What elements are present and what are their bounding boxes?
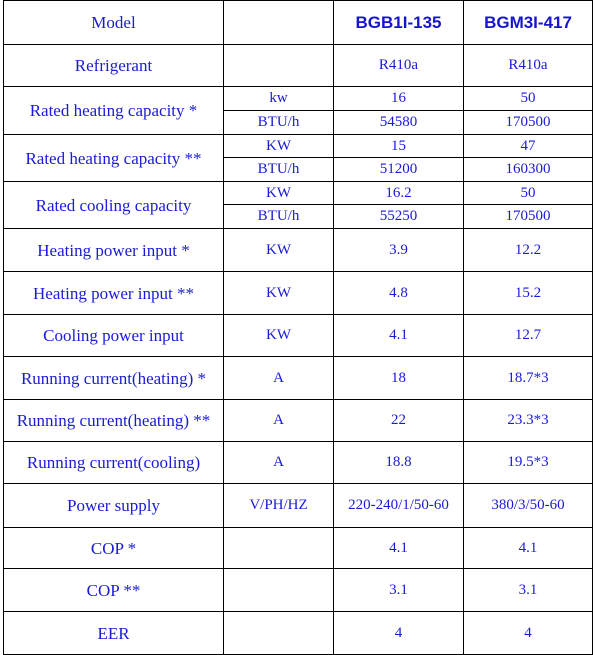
row-label-running-current-cooling: Running current(cooling) [3,441,224,484]
value-cell-model-2: 3.1 [463,568,593,612]
model-name-1: BGB1I-135 [333,0,464,45]
row-label-heating-power-input-star: Heating power input * [3,228,224,272]
value-cell-model-1: 22 [333,399,464,442]
model-header-label: Model [3,0,224,45]
spec-row-cop-star-star: COP ** 3.1 3.1 [3,568,593,612]
row-label-heating-power-input-star-star: Heating power input ** [3,271,224,315]
value-cell-model-1: 4 [333,611,464,655]
value-cell-model-2: 160300 [463,157,593,182]
value-cell-model-2: 380/3/50-60 [463,483,593,528]
spec-row-cooling-power-input: Cooling power input KW 4.1 12.7 [3,314,593,357]
row-label-running-current-heating-star: Running current(heating) * [3,356,224,400]
row-label-cooling-power-input: Cooling power input [3,314,224,357]
row-label-running-current-heating-star-star: Running current(heating) ** [3,399,224,442]
spec-row-refrigerant: Refrigerant R410a R410a [3,44,593,87]
row-label-eer: EER [3,611,224,655]
unit-cell: BTU/h [223,204,334,229]
value-cell-model-2: 19.5*3 [463,441,593,484]
spec-row-running-current-heating-star-star: Running current(heating) ** A 22 23.3*3 [3,399,593,442]
row-label-power-supply: Power supply [3,483,224,528]
value-cell-model-2: 170500 [463,204,593,229]
value-cell-model-2: 18.7*3 [463,356,593,400]
spec-row-heating-power-input-star: Heating power input * KW 3.9 12.2 [3,228,593,272]
value-cell-model-1: 4.1 [333,314,464,357]
value-cell-model-2: 12.7 [463,314,593,357]
value-cell-model-1: 54580 [333,110,464,135]
unit-cell: KW [223,134,334,158]
spec-row-running-current-heating-star: Running current(heating) * A 18 18.7*3 [3,356,593,400]
unit-cell: BTU/h [223,157,334,182]
spec-row-eer: EER 4 4 [3,611,593,655]
value-cell-model-2: 12.2 [463,228,593,272]
value-cell-model-1: 16.2 [333,181,464,205]
spec-row-cop-star: COP * 4.1 4.1 [3,527,593,569]
unit-cell [223,611,334,655]
spec-row-rated-heating-capacity-star-star-2: BTU/h 51200 160300 [4,157,593,182]
value-cell-model-1: 4.8 [333,271,464,315]
specification-table: Model BGB1I-135 BGM3I-417 Refrigerant R41… [3,0,593,655]
value-cell-model-2: 15.2 [463,271,593,315]
unit-cell: KW [223,271,334,315]
row-label-refrigerant: Refrigerant [3,44,224,87]
unit-cell: A [223,356,334,400]
spec-row-rated-heating-capacity-star-star-1: Rated heating capacity ** KW 15 47 [3,134,593,182]
value-cell-model-2: 170500 [463,110,593,135]
row-label-cop-star: COP * [3,527,224,569]
spec-row-power-supply: Power supply V/PH/HZ 220-240/1/50-60 380/3/… [3,483,593,528]
row-label-rated-cooling-capacity: Rated cooling capacity [3,181,224,229]
spec-row-rated-heating-capacity-star-2: BTU/h 54580 170500 [4,110,593,135]
unit-cell: A [223,399,334,442]
value-cell-model-1: 4.1 [333,527,464,569]
header-row: Model BGB1I-135 BGM3I-417 [3,0,593,45]
unit-cell: KW [223,181,334,205]
value-cell-model-1: 220-240/1/50-60 [333,483,464,528]
row-label-rated-heating-capacity-star-star: Rated heating capacity ** [3,134,224,182]
unit-cell [223,527,334,569]
spec-row-heating-power-input-star-star: Heating power input ** KW 4.8 15.2 [3,271,593,315]
value-cell-model-1: 16 [333,86,464,111]
value-cell-model-1: R410a [333,44,464,87]
unit-cell: kw [223,86,334,111]
spec-row-running-current-cooling: Running current(cooling) A 18.8 19.5*3 [3,441,593,484]
value-cell-model-2: 50 [463,86,593,111]
value-cell-model-2: 4 [463,611,593,655]
unit-cell: KW [223,228,334,272]
unit-cell: KW [223,314,334,357]
value-cell-model-2: 4.1 [463,527,593,569]
value-cell-model-2: 50 [463,181,593,205]
model-name-2: BGM3I-417 [463,0,593,45]
row-label-rated-heating-capacity-star: Rated heating capacity * [3,86,224,135]
unit-cell [223,44,334,87]
value-cell-model-1: 3.9 [333,228,464,272]
unit-cell [223,568,334,612]
value-cell-model-2: 47 [463,134,593,158]
spec-row-rated-cooling-capacity-2: BTU/h 55250 170500 [4,204,593,229]
value-cell-model-1: 51200 [333,157,464,182]
value-cell-model-2: R410a [463,44,593,87]
row-label-cop-star-star: COP ** [3,568,224,612]
spec-row-rated-heating-capacity-star-1: Rated heating capacity * kw 16 50 [3,86,593,135]
spec-row-rated-cooling-capacity-1: Rated cooling capacity KW 16.2 50 [3,181,593,229]
value-cell-model-1: 15 [333,134,464,158]
value-cell-model-1: 18.8 [333,441,464,484]
unit-header-cell [223,0,334,45]
unit-cell: A [223,441,334,484]
unit-cell: BTU/h [223,110,334,135]
value-cell-model-1: 55250 [333,204,464,229]
value-cell-model-1: 3.1 [333,568,464,612]
unit-cell: V/PH/HZ [223,483,334,528]
value-cell-model-1: 18 [333,356,464,400]
value-cell-model-2: 23.3*3 [463,399,593,442]
